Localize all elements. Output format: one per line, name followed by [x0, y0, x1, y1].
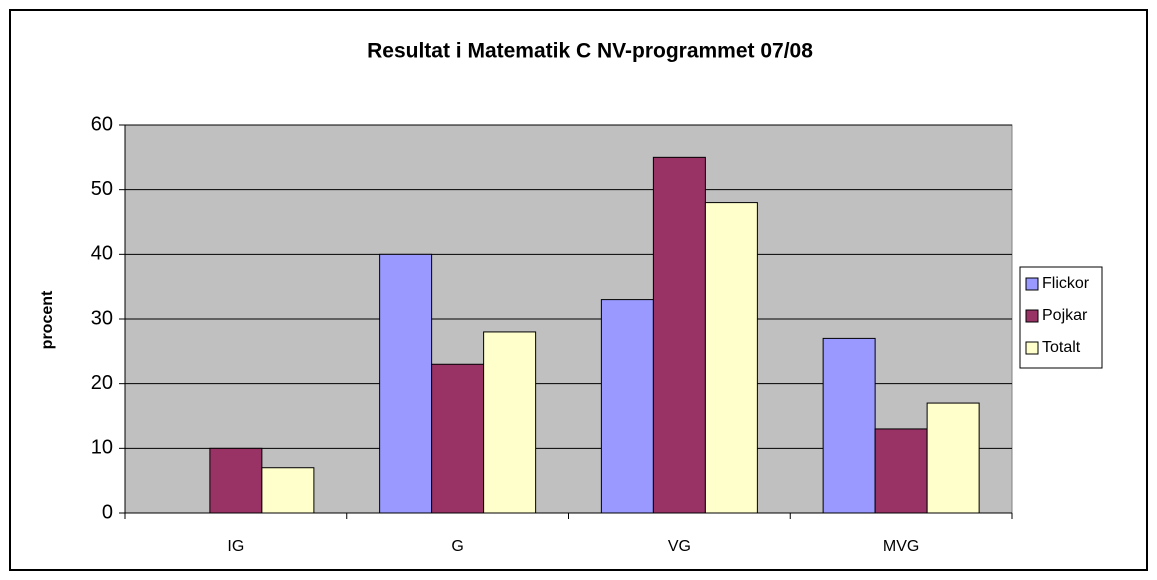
y-axis-label: procent: [39, 290, 56, 349]
y-tick-label: 10: [91, 437, 113, 459]
y-tick-label: 20: [91, 372, 113, 394]
legend-label: Totalt: [1042, 339, 1081, 356]
legend-swatch: [1025, 277, 1039, 291]
y-tick-label: 30: [91, 307, 113, 329]
bar: [704, 202, 758, 514]
bar: [926, 402, 980, 514]
x-tick-label: IG: [227, 538, 244, 555]
legend-swatch: [1025, 309, 1039, 323]
legend-swatch: [1025, 341, 1039, 355]
x-tick-label: G: [451, 538, 463, 555]
y-tick-label: 60: [91, 113, 113, 135]
legend-label: Pojkar: [1042, 307, 1088, 324]
chart-title: Resultat i Matematik C NV-programmet 07/…: [367, 40, 813, 63]
bar: [379, 253, 433, 514]
legend-label: Flickor: [1042, 275, 1090, 292]
bar: [209, 447, 263, 514]
y-tick-label: 50: [91, 178, 113, 200]
x-tick-label: MVG: [883, 538, 919, 555]
y-tick-label: 0: [102, 501, 113, 523]
bar: [261, 467, 315, 514]
bar: [874, 428, 928, 514]
y-tick-label: 40: [91, 243, 113, 265]
bar: [652, 156, 706, 514]
x-tick-label: VG: [668, 538, 691, 555]
bar: [431, 363, 485, 514]
bar: [483, 331, 537, 514]
bar: [600, 299, 654, 514]
bar: [822, 337, 876, 514]
